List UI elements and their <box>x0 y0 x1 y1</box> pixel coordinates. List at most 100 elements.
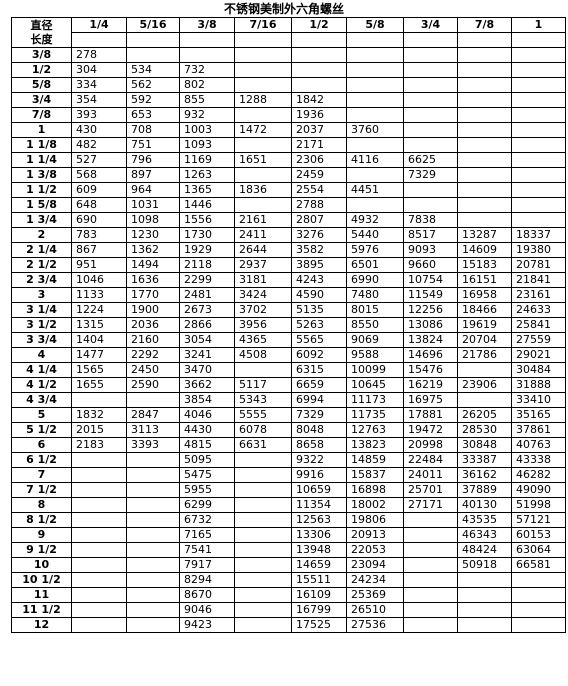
value-cell: 49090 <box>511 482 566 498</box>
value-cell <box>511 152 566 168</box>
value-cell: 50918 <box>457 557 512 573</box>
value-cell: 1263 <box>179 167 235 183</box>
value-cell: 6078 <box>234 422 292 438</box>
length-cell: 2 1/2 <box>11 257 72 273</box>
value-cell: 1832 <box>71 407 127 423</box>
table-row: 5 1832 2847 4046 5555 7329 11735 17881 26205 3516… <box>11 407 566 423</box>
value-cell: 30848 <box>457 437 512 453</box>
value-cell: 3424 <box>234 287 292 303</box>
value-cell: 2481 <box>179 287 235 303</box>
value-cell: 796 <box>126 152 180 168</box>
value-cell <box>457 392 512 408</box>
length-cell: 1 1/2 <box>11 182 72 198</box>
value-cell: 334 <box>71 77 127 93</box>
value-cell <box>403 587 458 603</box>
value-cell: 14659 <box>291 557 347 573</box>
value-cell: 19380 <box>511 242 566 258</box>
value-cell: 19472 <box>403 422 458 438</box>
value-cell: 4932 <box>346 212 404 228</box>
value-cell: 19806 <box>346 512 404 528</box>
length-cell: 3/8 <box>11 47 72 63</box>
value-cell <box>346 92 404 108</box>
length-cell: 10 1/2 <box>11 572 72 588</box>
value-cell: 3113 <box>126 422 180 438</box>
value-cell <box>457 602 512 618</box>
value-cell: 16151 <box>457 272 512 288</box>
value-cell <box>126 452 180 468</box>
diameter-header: 1/4 <box>71 17 127 33</box>
value-cell: 13086 <box>403 317 458 333</box>
value-cell <box>126 467 180 483</box>
value-cell: 4815 <box>179 437 235 453</box>
value-cell <box>511 167 566 183</box>
value-cell: 5117 <box>234 377 292 393</box>
value-cell: 16109 <box>291 587 347 603</box>
value-cell: 1636 <box>126 272 180 288</box>
value-cell <box>403 77 458 93</box>
value-cell <box>346 137 404 153</box>
table-row: 5/8 334 562 802 <box>11 77 566 93</box>
value-cell: 22053 <box>346 542 404 558</box>
value-cell: 9916 <box>291 467 347 483</box>
table-body: 3/8 278 1/2 304 534 732 5/8 334 562 802 3/4 354 592 8… <box>11 47 566 633</box>
value-cell: 19619 <box>457 317 512 333</box>
value-cell: 2866 <box>179 317 235 333</box>
value-cell: 1003 <box>179 122 235 138</box>
value-cell <box>126 617 180 633</box>
length-cell: 3 3/4 <box>11 332 72 348</box>
value-cell: 13948 <box>291 542 347 558</box>
value-cell: 48424 <box>457 542 512 558</box>
table-row: 2 783 1230 1730 2411 3276 5440 8517 13287 18337 <box>11 227 566 243</box>
value-cell: 9093 <box>403 242 458 258</box>
value-cell <box>71 527 127 543</box>
value-cell: 2788 <box>291 197 347 213</box>
value-cell <box>403 617 458 633</box>
value-cell: 2299 <box>179 272 235 288</box>
value-cell <box>511 92 566 108</box>
value-cell: 15511 <box>291 572 347 588</box>
value-cell <box>71 482 127 498</box>
value-cell: 8048 <box>291 422 347 438</box>
value-cell: 26205 <box>457 407 512 423</box>
value-cell: 16799 <box>291 602 347 618</box>
value-cell: 22484 <box>403 452 458 468</box>
value-cell: 25841 <box>511 317 566 333</box>
value-cell: 7165 <box>179 527 235 543</box>
value-cell <box>511 602 566 618</box>
value-cell <box>457 137 512 153</box>
value-cell: 3854 <box>179 392 235 408</box>
table-row: 8 1/2 6732 12563 19806 43535 57121 <box>11 512 566 528</box>
header-spacer-cell <box>346 32 404 48</box>
table-row: 7 1/2 5955 10659 16898 25701 37889 49090 <box>11 482 566 498</box>
value-cell: 4451 <box>346 182 404 198</box>
value-cell <box>457 167 512 183</box>
value-cell <box>457 92 512 108</box>
length-cell: 7 1/2 <box>11 482 72 498</box>
header-spacer-cell <box>403 32 458 48</box>
value-cell <box>234 197 292 213</box>
header-spacer-cell <box>234 32 292 48</box>
value-cell: 4430 <box>179 422 235 438</box>
value-cell: 3582 <box>291 242 347 258</box>
value-cell: 8294 <box>179 572 235 588</box>
value-cell <box>457 122 512 138</box>
value-cell: 1031 <box>126 197 180 213</box>
value-cell: 3181 <box>234 272 292 288</box>
table-row: 4 1/4 1565 2450 3470 6315 10099 15476 30484 <box>11 362 566 378</box>
value-cell: 4243 <box>291 272 347 288</box>
header-spacer-cell <box>179 32 235 48</box>
value-cell <box>71 542 127 558</box>
table-title: 不锈钢美制外六角螺丝 <box>223 2 344 16</box>
value-cell: 964 <box>126 182 180 198</box>
value-cell <box>126 587 180 603</box>
value-cell <box>403 122 458 138</box>
table-row: 1 3/8 568 897 1263 2459 7329 <box>11 167 566 183</box>
table-row: 4 1/2 1655 2590 3662 5117 6659 10645 16219 23906… <box>11 377 566 393</box>
value-cell: 1900 <box>126 302 180 318</box>
value-cell <box>346 107 404 123</box>
value-cell: 4116 <box>346 152 404 168</box>
value-cell: 951 <box>71 257 127 273</box>
value-cell: 278 <box>71 47 127 63</box>
value-cell <box>126 572 180 588</box>
value-cell <box>511 617 566 633</box>
